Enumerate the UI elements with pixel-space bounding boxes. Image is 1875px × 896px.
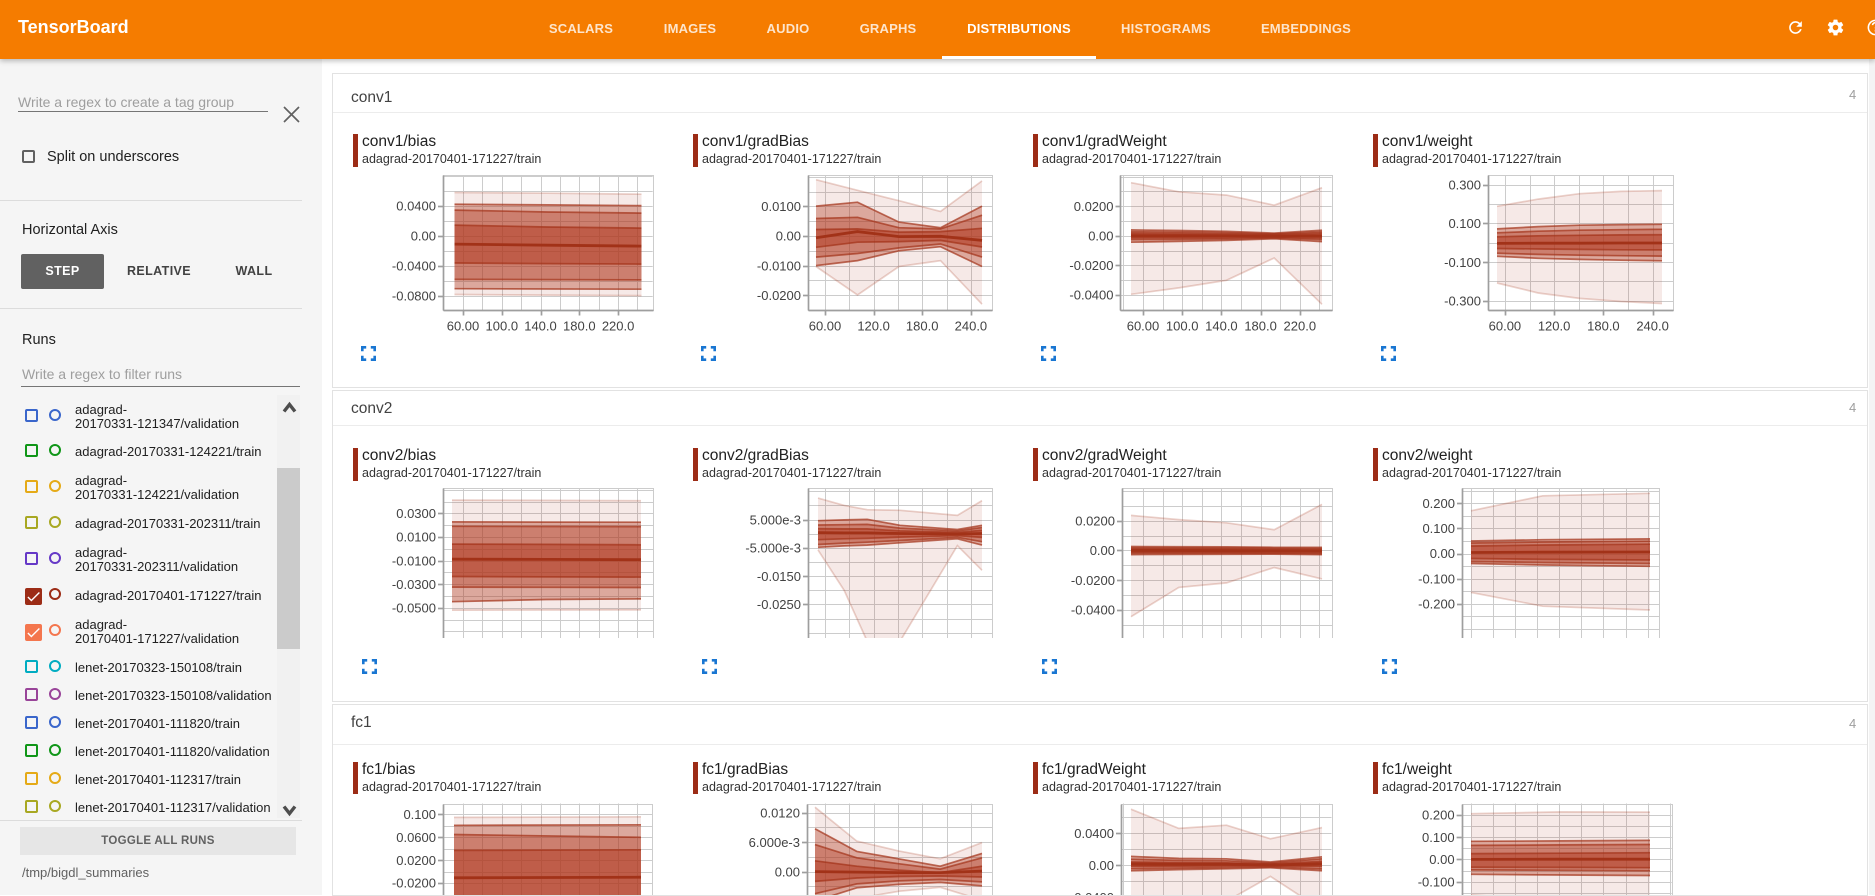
svg-text:240.0: 240.0 — [955, 319, 988, 334]
svg-text:6.000e-3: 6.000e-3 — [749, 835, 800, 850]
svg-text:0.0200: 0.0200 — [396, 853, 436, 868]
svg-text:-0.0300: -0.0300 — [392, 577, 436, 592]
svg-text:240.0: 240.0 — [1636, 319, 1669, 334]
svg-text:180.0: 180.0 — [1587, 319, 1620, 334]
svg-text:-0.0400: -0.0400 — [1069, 288, 1113, 303]
svg-text:0.00: 0.00 — [1088, 229, 1113, 244]
svg-text:0.00: 0.00 — [776, 229, 801, 244]
svg-text:-0.0800: -0.0800 — [392, 289, 436, 304]
svg-text:-0.0500: -0.0500 — [392, 601, 436, 616]
svg-text:-0.0400: -0.0400 — [1071, 603, 1115, 618]
svg-text:0.00: 0.00 — [411, 229, 436, 244]
svg-text:0.00: 0.00 — [1430, 546, 1455, 561]
svg-text:140.0: 140.0 — [1205, 319, 1238, 334]
svg-text:-0.0250: -0.0250 — [757, 597, 801, 612]
svg-text:220.0: 220.0 — [602, 319, 635, 334]
svg-text:0.0100: 0.0100 — [396, 530, 436, 545]
svg-text:60.00: 60.00 — [809, 319, 842, 334]
svg-text:-0.100: -0.100 — [1418, 874, 1455, 889]
svg-text:180.0: 180.0 — [563, 319, 596, 334]
svg-text:-0.0400: -0.0400 — [1070, 890, 1114, 895]
svg-text:0.00: 0.00 — [1089, 858, 1114, 873]
svg-text:-0.300: -0.300 — [1444, 294, 1481, 309]
svg-text:0.0300: 0.0300 — [396, 506, 436, 521]
svg-text:60.00: 60.00 — [1127, 319, 1160, 334]
svg-text:-0.0200: -0.0200 — [392, 876, 436, 891]
svg-text:-0.100: -0.100 — [1444, 255, 1481, 270]
svg-text:0.300: 0.300 — [1448, 178, 1481, 193]
svg-text:0.0200: 0.0200 — [1075, 513, 1115, 528]
svg-text:0.100: 0.100 — [1422, 830, 1455, 845]
svg-text:0.0400: 0.0400 — [396, 199, 436, 214]
svg-text:-0.0400: -0.0400 — [392, 259, 436, 274]
svg-text:-0.100: -0.100 — [1418, 571, 1455, 586]
svg-text:0.0400: 0.0400 — [1074, 826, 1114, 841]
svg-text:-0.0100: -0.0100 — [392, 553, 436, 568]
svg-text:0.0600: 0.0600 — [396, 830, 436, 845]
svg-text:120.0: 120.0 — [1538, 319, 1571, 334]
svg-text:0.100: 0.100 — [1448, 216, 1481, 231]
svg-text:0.200: 0.200 — [1422, 808, 1455, 823]
svg-text:5.000e-3: 5.000e-3 — [750, 512, 801, 527]
svg-text:100.0: 100.0 — [486, 319, 519, 334]
svg-text:-0.200: -0.200 — [1418, 596, 1455, 611]
svg-text:120.0: 120.0 — [857, 319, 890, 334]
svg-text:180.0: 180.0 — [1244, 319, 1277, 334]
svg-text:180.0: 180.0 — [906, 319, 939, 334]
svg-text:140.0: 140.0 — [524, 319, 557, 334]
svg-text:0.00: 0.00 — [1429, 852, 1454, 867]
svg-text:60.00: 60.00 — [1489, 319, 1522, 334]
svg-text:-0.0200: -0.0200 — [1071, 573, 1115, 588]
svg-text:-0.0100: -0.0100 — [757, 258, 801, 273]
svg-text:60.00: 60.00 — [447, 319, 480, 334]
svg-text:0.0200: 0.0200 — [1074, 199, 1114, 214]
svg-text:-0.0200: -0.0200 — [757, 288, 801, 303]
svg-text:0.0100: 0.0100 — [761, 199, 801, 214]
svg-text:0.100: 0.100 — [1422, 521, 1455, 536]
svg-text:0.100: 0.100 — [403, 807, 436, 822]
svg-text:0.200: 0.200 — [1422, 496, 1455, 511]
svg-text:0.0120: 0.0120 — [760, 805, 800, 820]
svg-text:-0.0200: -0.0200 — [1069, 258, 1113, 273]
svg-text:220.0: 220.0 — [1284, 319, 1317, 334]
svg-text:0.00: 0.00 — [1090, 543, 1115, 558]
svg-text:0.00: 0.00 — [775, 864, 800, 879]
svg-text:100.0: 100.0 — [1166, 319, 1199, 334]
svg-text:-5.000e-3: -5.000e-3 — [745, 541, 801, 556]
svg-text:-0.0150: -0.0150 — [757, 569, 801, 584]
